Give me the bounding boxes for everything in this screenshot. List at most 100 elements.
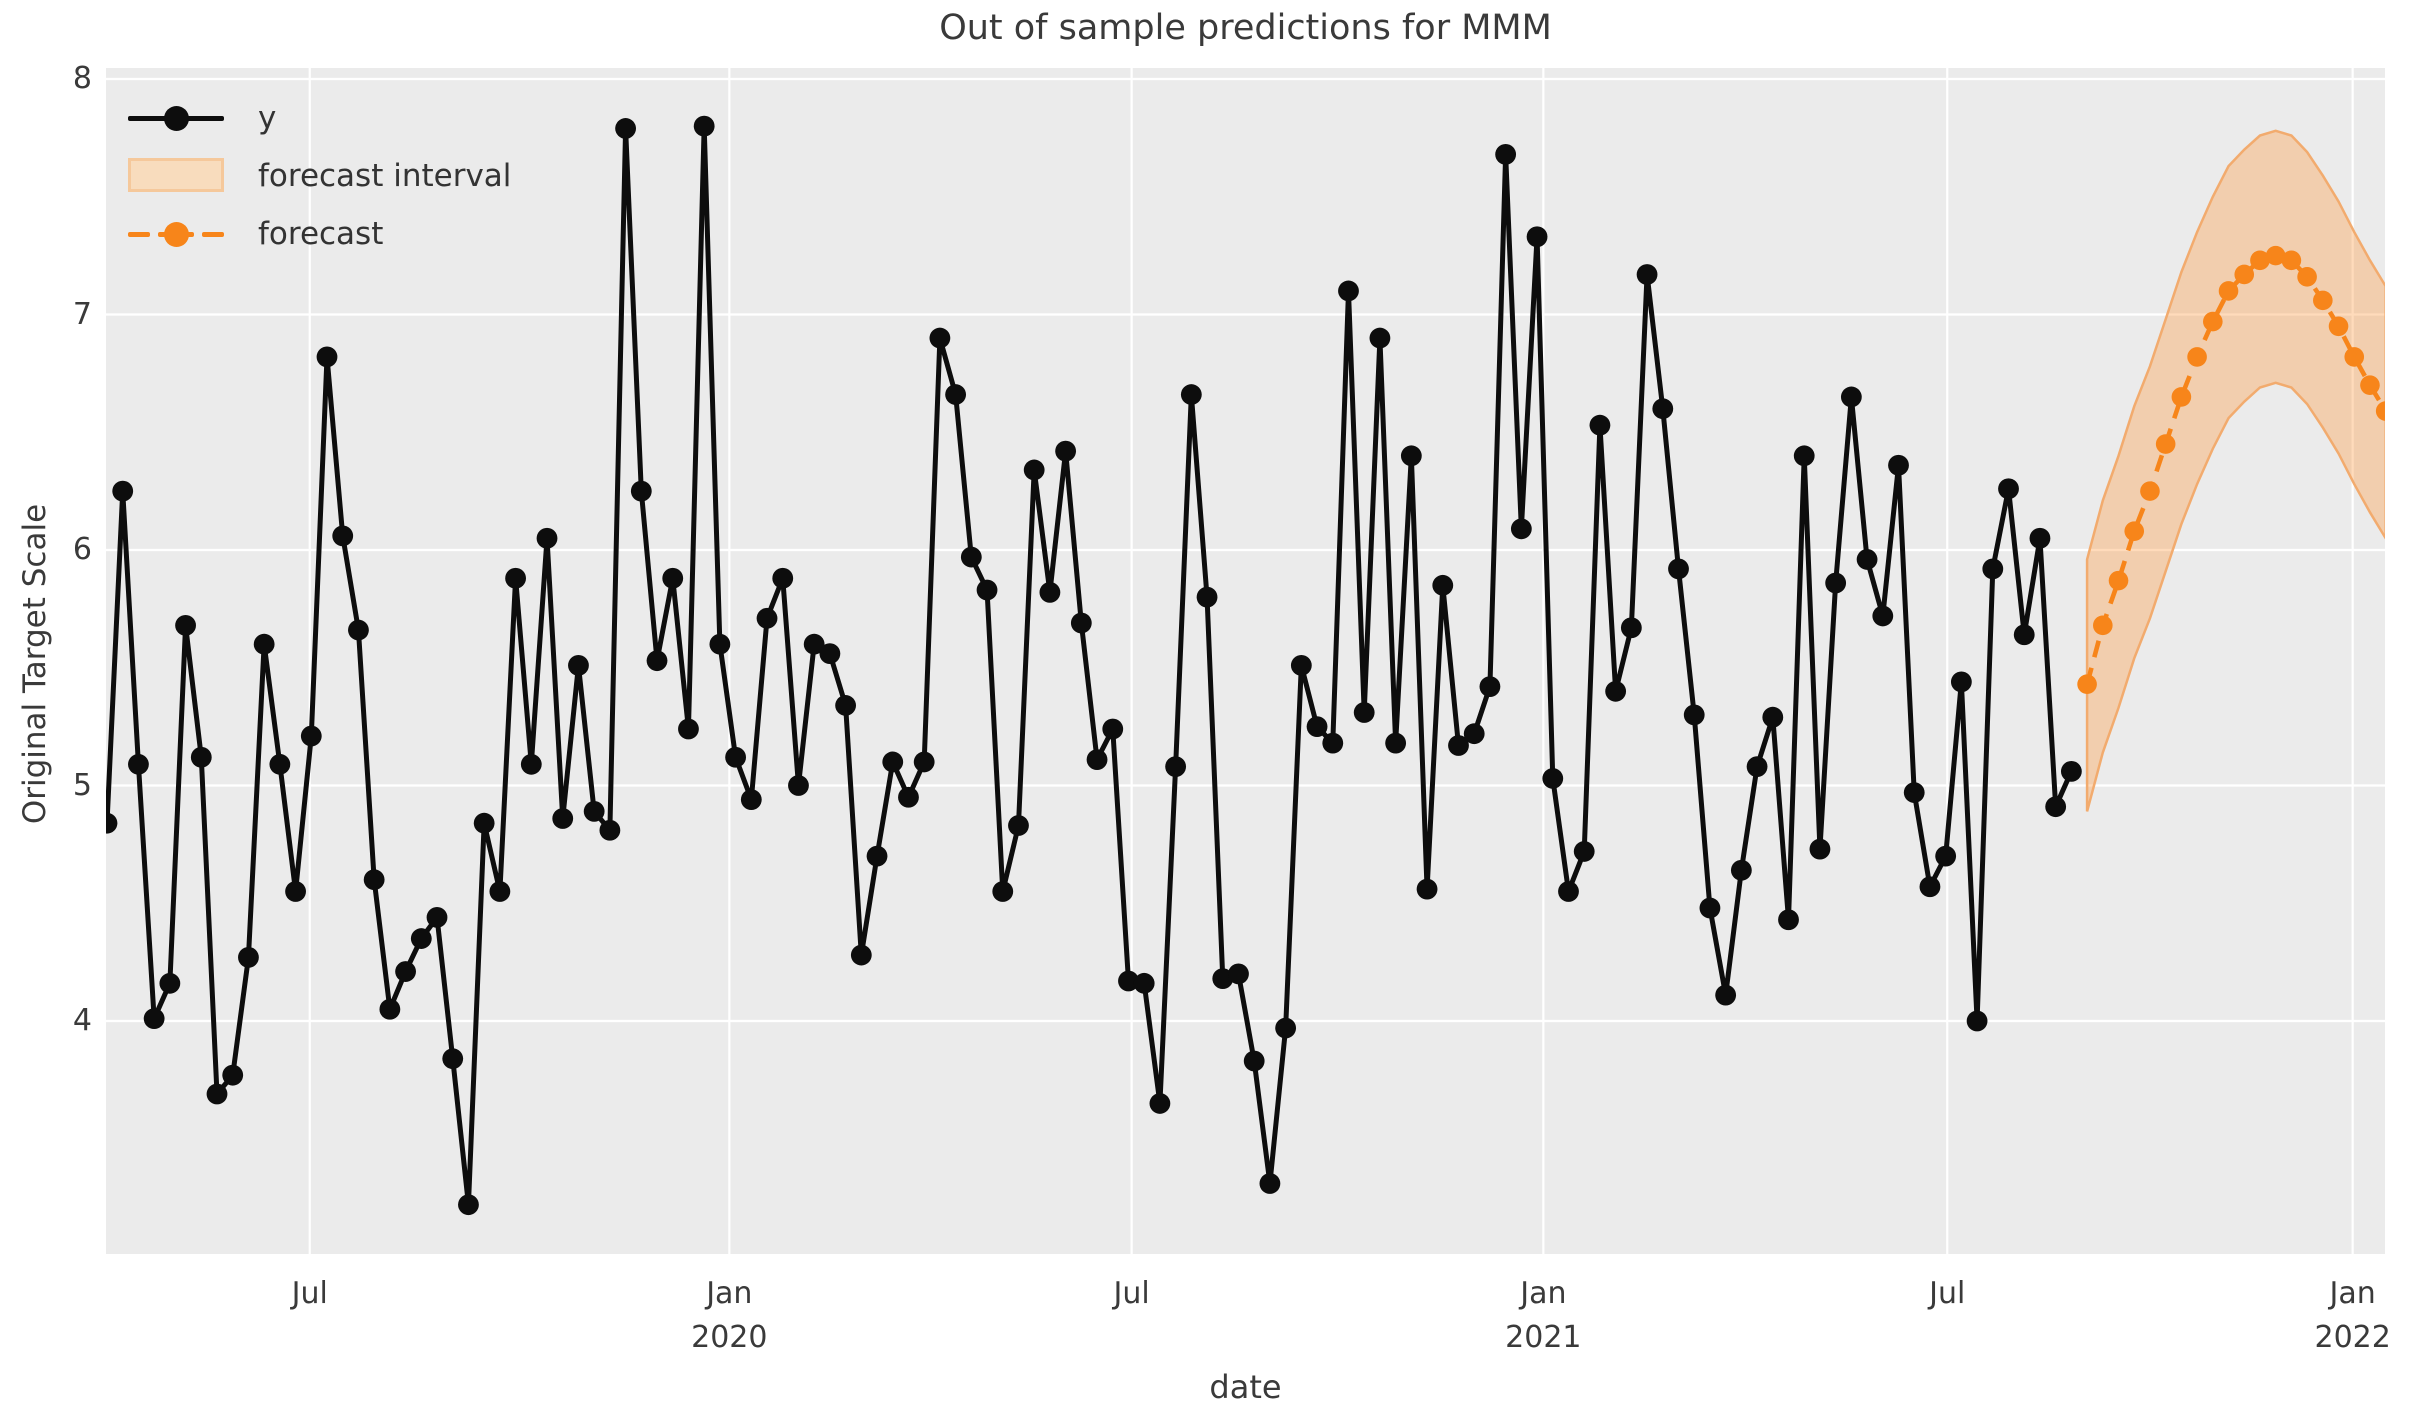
y-data-point: [1730, 859, 1752, 881]
forecast-data-point: [2234, 264, 2255, 285]
forecast-data-point: [2250, 250, 2270, 271]
x-tick-label: Jul: [291, 1276, 328, 1311]
y-data-point: [128, 753, 149, 775]
y-data-point: [662, 567, 684, 589]
forecast-swatch-icon: [128, 212, 224, 256]
y-data-point: [2045, 796, 2067, 818]
forecast-data-point: [2218, 281, 2239, 301]
legend-item-y: y: [128, 96, 511, 140]
y-data-point: [238, 947, 259, 968]
y-data-point: [269, 753, 291, 775]
y-data-point: [159, 972, 181, 994]
y-data-point: [599, 819, 621, 841]
y-data-point: [2029, 527, 2051, 549]
y-data-point: [473, 812, 495, 834]
forecast-data-point: [2140, 481, 2160, 501]
legend-item-forecast-interval: forecast interval: [128, 154, 511, 198]
y-data-point: [976, 579, 998, 601]
y-data-point: [898, 786, 919, 808]
y-data-point: [285, 881, 306, 902]
y-data-point: [1809, 838, 1831, 860]
y-data-point: [536, 527, 558, 549]
y-data-point: [1856, 549, 1878, 570]
y-data-point: [1432, 574, 1454, 596]
y-data-point: [1023, 459, 1045, 481]
y-data-point: [1510, 518, 1532, 540]
y-data-point: [583, 801, 605, 822]
y-data-point: [630, 480, 652, 502]
y-data-point: [1668, 558, 1689, 580]
y-data-point: [1400, 445, 1422, 467]
y-data-point: [725, 746, 746, 768]
forecast-data-point: [2077, 674, 2097, 695]
y-data-point: [1542, 768, 1564, 789]
forecast-data-point: [2108, 570, 2129, 591]
y-data-point: [1118, 970, 1139, 992]
y-data-point: [819, 643, 841, 665]
y-data-point: [489, 881, 511, 902]
y-data-point: [190, 746, 212, 768]
y-data-point: [803, 633, 825, 655]
y-data-point: [1479, 676, 1501, 697]
y-data-point: [1683, 704, 1705, 726]
y-data-point: [300, 725, 322, 747]
y-data-point: [1228, 963, 1249, 985]
y-data-point: [1573, 841, 1595, 862]
legend-label-forecast: forecast: [258, 216, 384, 252]
forecast-data-point: [2344, 347, 2365, 367]
y-data-point: [206, 1083, 228, 1105]
y-data-point: [1620, 617, 1642, 639]
y-data-point: [1919, 876, 1941, 898]
y-data-point: [1243, 1050, 1265, 1072]
y-data-point: [1636, 264, 1658, 285]
y-data-point: [332, 525, 354, 547]
forecast-data-point: [2375, 401, 2385, 421]
legend-item-forecast: forecast: [128, 212, 511, 256]
y-data-point: [1793, 445, 1815, 467]
y-data-point: [1950, 671, 1972, 693]
y-data-point: [316, 346, 338, 368]
y-tick-label: 4: [72, 1003, 92, 1038]
forecast-data-point: [2328, 316, 2349, 337]
y-data-point: [740, 789, 762, 811]
y-axis-label: Original Target Scale: [17, 503, 53, 825]
y-data-point: [1966, 1010, 1988, 1032]
y-data-point: [1196, 586, 1218, 608]
y-data-point: [175, 614, 196, 636]
y-data-point: [1699, 897, 1721, 919]
y-data-point: [1935, 845, 1957, 867]
x-tick-label: Jul: [1929, 1276, 1966, 1311]
y-data-point: [1385, 732, 1407, 754]
y-data-point: [756, 607, 778, 629]
y-data-point: [1778, 909, 1799, 931]
y-data-point: [1463, 723, 1485, 745]
forecast-data-point: [2360, 375, 2380, 395]
y-data-point: [222, 1064, 244, 1086]
y-data-point: [1070, 612, 1092, 634]
legend-label-forecast-interval: forecast interval: [258, 158, 512, 194]
y-data-point: [615, 118, 636, 139]
y-data-point: [929, 327, 951, 349]
y-data-point: [1165, 756, 1187, 778]
y-data-point: [1982, 558, 2004, 580]
y-data-point: [1872, 605, 1894, 627]
y-data-point: [1290, 654, 1312, 676]
y-data-point: [1495, 143, 1517, 165]
forecast-data-point: [2171, 387, 2192, 407]
forecast-data-point: [2313, 290, 2333, 311]
y-data-point: [709, 633, 731, 655]
y-data-point: [395, 961, 416, 982]
y-data-point: [2013, 624, 2035, 646]
y-data-point: [1746, 756, 1768, 778]
y-data-point: [505, 567, 526, 589]
x-axis-label: date: [1209, 1368, 1282, 1406]
y-data-point: [348, 619, 369, 641]
forecast-data-point: [2281, 250, 2302, 271]
y-data-point: [1322, 732, 1344, 754]
y-data-point: [2060, 760, 2082, 782]
y-data-point: [1903, 782, 1925, 803]
y-data-point: [882, 751, 904, 773]
legend: y forecast interval forecast: [128, 96, 511, 256]
x-tick-label: Jan 2020: [691, 1276, 768, 1355]
